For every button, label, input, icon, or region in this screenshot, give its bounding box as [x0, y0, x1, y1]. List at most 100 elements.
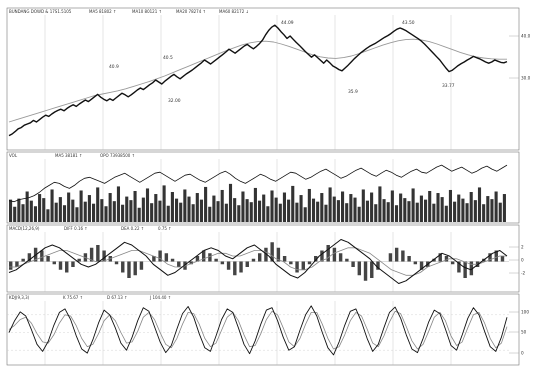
volume-bar	[84, 202, 87, 222]
volume-bar	[183, 189, 186, 222]
macd-histogram-bar	[140, 262, 143, 270]
volume-bar	[370, 193, 373, 222]
volume-bar	[63, 205, 66, 222]
panel-header-3-2: D 67.13 ↑	[107, 295, 127, 300]
macd-histogram-bar	[339, 253, 342, 261]
macd-histogram-bar	[77, 259, 80, 262]
volume-bar	[482, 204, 485, 222]
macd-histogram-bar	[53, 262, 56, 265]
macd-histogram-bar	[158, 251, 161, 262]
price-annotation-6: 33.77	[442, 83, 455, 89]
panel-header-3-1: K 75.67 ↑	[63, 295, 83, 300]
volume-bar	[30, 201, 33, 222]
kdj-k-line	[9, 306, 507, 355]
volume-bar	[436, 193, 439, 222]
volume-bar	[67, 193, 70, 222]
macd-histogram-bar	[115, 262, 118, 265]
volume-bar	[333, 197, 336, 222]
volume-bar	[457, 195, 460, 222]
volume-bar	[416, 203, 419, 222]
volume-bar	[432, 204, 435, 222]
macd-histogram-bar	[345, 259, 348, 262]
volume-bar	[146, 188, 149, 222]
volume-bar	[142, 198, 145, 222]
volume-bar	[250, 202, 253, 222]
tick-label-3-0: 100	[521, 310, 529, 315]
macd-histogram-bar	[233, 262, 236, 276]
macd-histogram-bar	[121, 262, 124, 273]
volume-bar	[495, 192, 498, 223]
volume-bar	[59, 197, 62, 222]
macd-histogram-bar	[463, 262, 466, 279]
volume-bar	[225, 204, 228, 222]
macd-histogram-bar	[65, 262, 68, 273]
volume-bar	[490, 199, 493, 222]
volume-bar	[134, 191, 137, 222]
volume-bar	[341, 192, 344, 223]
volume-bar	[453, 202, 456, 222]
volume-bar	[329, 187, 332, 222]
panel-header-1-1: MA5 38181 ↑	[55, 153, 82, 158]
volume-bar	[407, 201, 410, 222]
panel-header-0-3: MA20 78274 ↑	[176, 9, 206, 14]
price-annotation-0: 40.5	[163, 55, 173, 61]
volume-bar	[470, 192, 473, 222]
macd-histogram-bar	[96, 245, 99, 262]
volume-bar	[42, 198, 45, 222]
volume-bar	[212, 196, 215, 222]
volume-bar	[55, 203, 58, 222]
volume-bar	[17, 199, 20, 222]
macd-histogram-bar	[333, 248, 336, 262]
volume-bar	[34, 206, 37, 222]
tick-label-3-2: 0	[521, 351, 524, 356]
volume-bar	[104, 206, 107, 222]
volume-bar	[121, 205, 124, 222]
volume-bar	[424, 200, 427, 222]
macd-histogram-bar	[171, 259, 174, 262]
macd-histogram-bar	[165, 253, 168, 261]
volume-bar	[441, 197, 444, 222]
volume-bar	[428, 191, 431, 222]
volume-bar	[92, 204, 95, 222]
volume-bar	[353, 198, 356, 222]
volume-bar	[75, 207, 78, 222]
volume-bar	[171, 192, 174, 222]
macd-histogram-bar	[9, 262, 12, 270]
kdj-d-line	[9, 311, 507, 349]
volume-bar	[420, 196, 423, 222]
volume-bar	[109, 193, 112, 222]
volume-bar	[21, 204, 24, 222]
panel-header-0-2: MA10 80121 ↑	[132, 9, 162, 14]
volume-bar	[254, 188, 257, 222]
macd-histogram-bar	[358, 262, 361, 276]
macd-histogram-bar	[252, 259, 255, 262]
volume-bar	[445, 206, 448, 222]
volume-bar	[503, 194, 506, 222]
volume-bar	[412, 188, 415, 222]
volume-bar	[279, 204, 282, 222]
macd-histogram-bar	[389, 253, 392, 261]
volume-bar	[100, 199, 103, 222]
macd-histogram-bar	[221, 262, 224, 265]
volume-bar	[71, 200, 74, 222]
volume-bar	[13, 207, 16, 222]
volume-bar	[229, 184, 232, 222]
volume-bar	[46, 209, 49, 222]
panel-header-2-3: 0.75 ↑	[158, 226, 172, 231]
volume-bar	[154, 194, 157, 222]
volume-bar	[138, 208, 141, 222]
volume-bar	[383, 199, 386, 222]
volume-bar	[387, 202, 390, 222]
price-annotation-2: 32.00	[168, 98, 181, 104]
volume-bar	[192, 204, 195, 222]
volume-bar	[295, 203, 298, 222]
volume-bar	[208, 207, 211, 222]
volume-bar	[167, 206, 170, 222]
volume-bar	[246, 199, 249, 222]
macd-histogram-bar	[295, 262, 298, 273]
price-annotation-3: 44.09	[281, 20, 294, 26]
volume-bar	[366, 201, 369, 222]
macd-histogram-bar	[283, 256, 286, 262]
